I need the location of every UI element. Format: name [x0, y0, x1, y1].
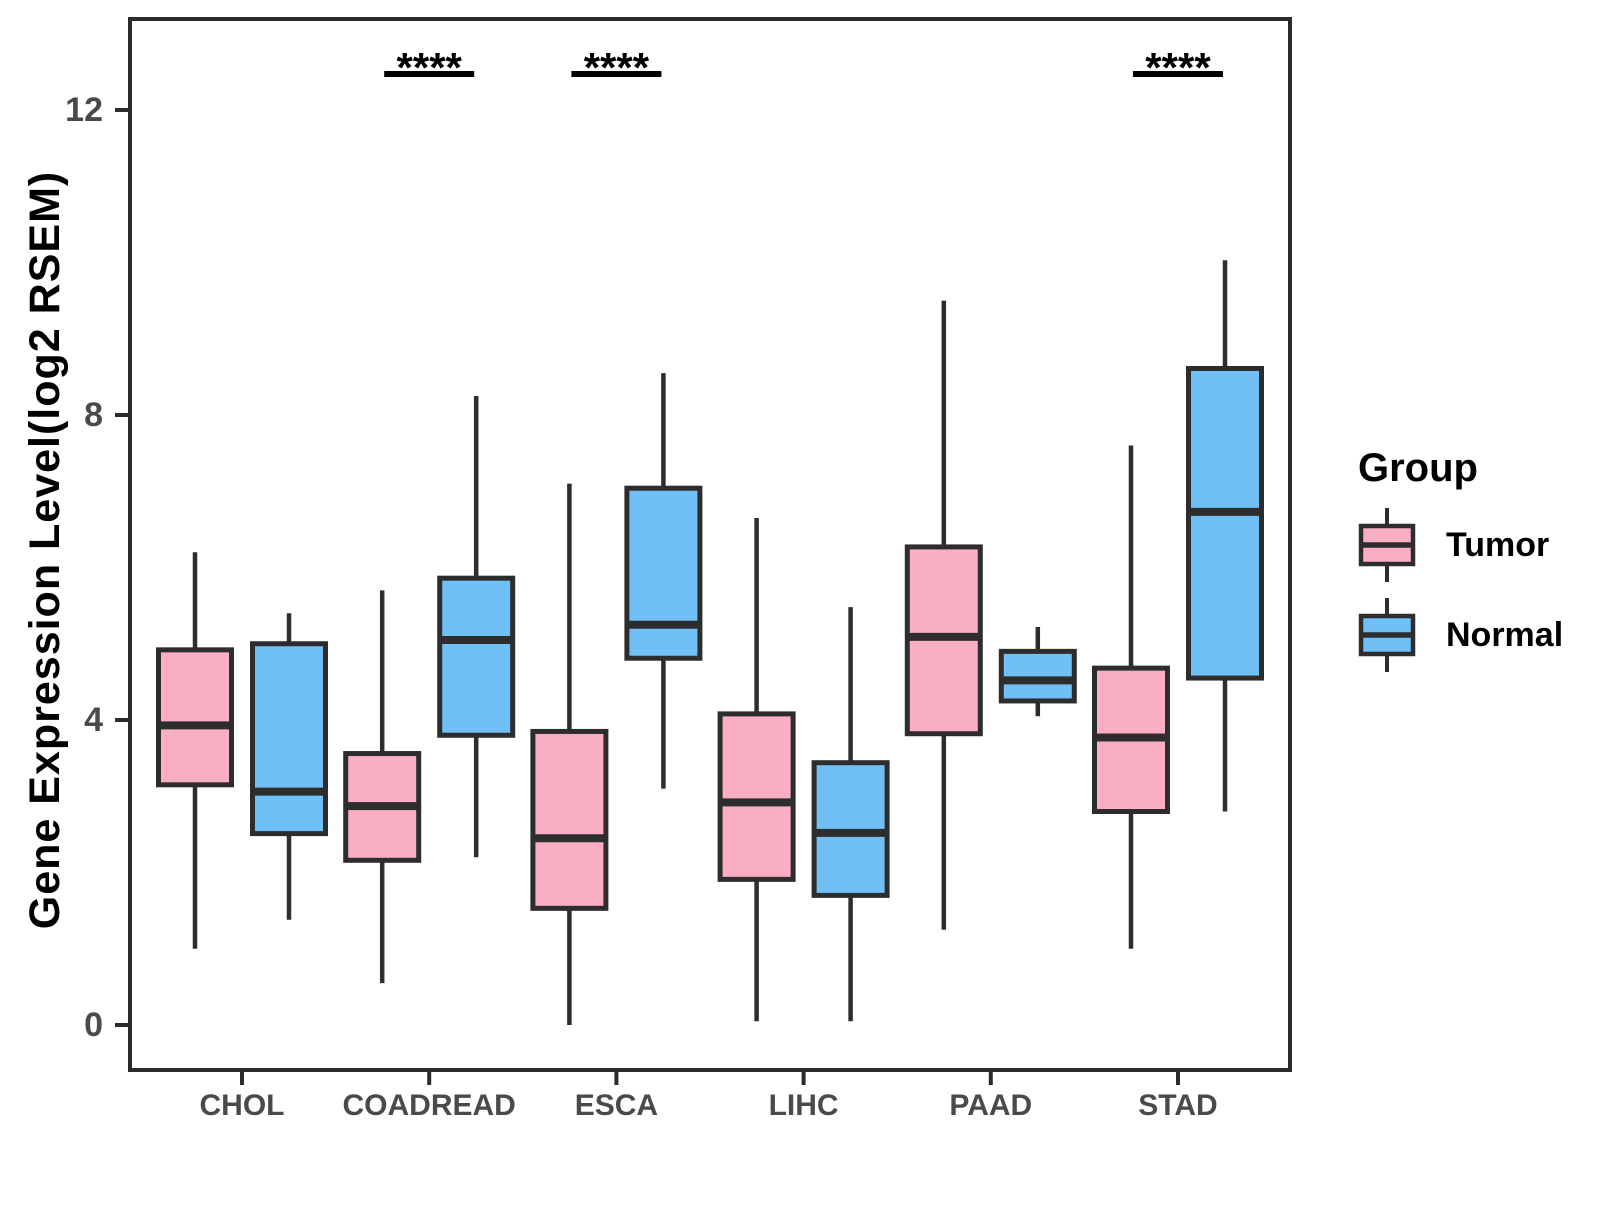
box-normal-PAAD	[998, 648, 1077, 704]
significance-stars-ESCA: ****	[584, 44, 650, 91]
box-tumor-CHOL	[156, 647, 234, 788]
significance-bar-COADREAD	[384, 71, 475, 77]
tumor-boxplot-key-icon	[1358, 508, 1416, 582]
box-normal-COADREAD	[437, 575, 516, 738]
legend-label-tumor: Tumor	[1446, 525, 1550, 564]
legend-title: Group	[1358, 446, 1478, 490]
box-tumor-ESCA	[530, 728, 609, 911]
legend: Group Tumor Normal	[1356, 446, 1563, 685]
significance-stars-COADREAD: ****	[397, 44, 463, 91]
significance-bar-ESCA	[571, 71, 662, 77]
box-normal-ESCA	[624, 485, 703, 661]
panel-border	[128, 17, 1292, 1072]
y-tick-label-0: 0	[84, 1006, 103, 1044]
x-tick-label-STAD: STAD	[1138, 1089, 1217, 1122]
significance-stars-STAD: ****	[1145, 44, 1211, 91]
normal-boxplot-key-icon	[1358, 598, 1416, 672]
x-tick-label-ESCA: ESCA	[575, 1089, 658, 1122]
significance-bar-STAD	[1133, 71, 1223, 77]
legend-label-normal: Normal	[1446, 615, 1564, 654]
legend-item-tumor: Tumor	[1356, 505, 1563, 585]
x-tick-label-PAAD: PAAD	[949, 1089, 1032, 1122]
box-normal-STAD	[1186, 365, 1264, 681]
x-tick-label-LIHC: LIHC	[769, 1089, 839, 1122]
x-tick-label-COADREAD: COADREAD	[343, 1089, 516, 1122]
y-tick-label-12: 12	[65, 91, 103, 129]
y-axis-title: Gene Expression Level(log2 RSEM)	[21, 170, 69, 930]
x-tick-label-CHOL: CHOL	[200, 1089, 285, 1122]
box-tumor-LIHC	[717, 711, 796, 882]
legend-item-normal: Normal	[1356, 595, 1563, 675]
y-tick-label-8: 8	[84, 396, 103, 434]
box-normal-CHOL	[250, 641, 328, 837]
y-tick-label-4: 4	[84, 701, 103, 739]
